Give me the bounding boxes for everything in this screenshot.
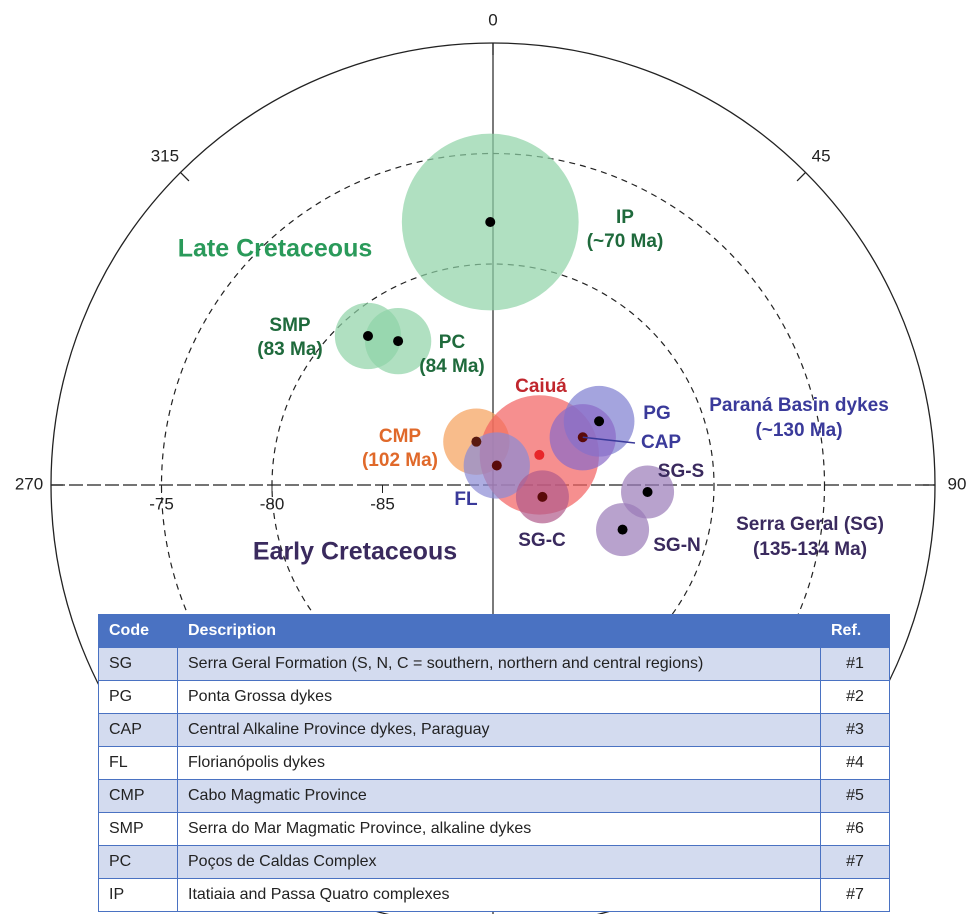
theta-tick-label: 0 bbox=[488, 10, 497, 29]
header-cell: Ref. bbox=[820, 614, 890, 648]
pole-age: (~70 Ma) bbox=[587, 231, 664, 252]
pole-point bbox=[393, 336, 404, 347]
table-cell: SG bbox=[98, 647, 178, 681]
r-tick-label: -75 bbox=[149, 494, 174, 513]
pole-age: (102 Ma) bbox=[362, 450, 438, 471]
legend-table: Code Description Ref. SG Serra Geral Formati… bbox=[98, 614, 890, 912]
header-cell: Code bbox=[98, 614, 178, 648]
pole-point bbox=[485, 217, 496, 228]
table-cell: #1 bbox=[820, 647, 890, 681]
table-row: CMP Cabo Magmatic Province #5 bbox=[98, 779, 890, 813]
table-cell: PC bbox=[98, 845, 178, 879]
pole-label: SG-S bbox=[658, 461, 704, 482]
table-cell: CAP bbox=[98, 713, 178, 747]
pole-label: CAP bbox=[641, 432, 681, 453]
table-row: SMP Serra do Mar Magmatic Province, alkal… bbox=[98, 812, 890, 846]
theta-tick bbox=[179, 171, 190, 182]
table-row: PC Poços de Caldas Complex #7 bbox=[98, 845, 890, 879]
table-row: CAP Central Alkaline Province dykes, Para… bbox=[98, 713, 890, 747]
pole-label: IP bbox=[616, 207, 634, 228]
table-cell: #5 bbox=[820, 779, 890, 813]
pole-point bbox=[471, 436, 482, 447]
pole-label: PG bbox=[643, 403, 670, 424]
table-row: SG Serra Geral Formation (S, N, C = south… bbox=[98, 647, 890, 681]
pole-label: SMP bbox=[269, 315, 311, 336]
table-cell: Poços de Caldas Complex bbox=[177, 845, 821, 879]
annotation: (135-134 Ma) bbox=[753, 539, 867, 560]
pole-label: SG-C bbox=[518, 530, 566, 551]
pole-age: (83 Ma) bbox=[257, 339, 322, 360]
theta-tick-label: 270 bbox=[15, 474, 43, 493]
pole-point bbox=[491, 460, 502, 471]
annotation: Paraná Basin dykes bbox=[709, 395, 889, 416]
table-cell: SMP bbox=[98, 812, 178, 846]
table-row: FL Florianópolis dykes #4 bbox=[98, 746, 890, 780]
table-row: IP Itatiaia and Passa Quatro complexes #7 bbox=[98, 878, 890, 912]
annotation: Serra Geral (SG) bbox=[736, 514, 884, 535]
table-cell: Serra Geral Formation (S, N, C = souther… bbox=[177, 647, 821, 681]
table-cell: Serra do Mar Magmatic Province, alkaline… bbox=[177, 812, 821, 846]
theta-tick-label: 315 bbox=[151, 146, 179, 165]
pole-age: (84 Ma) bbox=[419, 356, 484, 377]
annotation: Late Cretaceous bbox=[178, 235, 373, 263]
pole-label: FL bbox=[454, 489, 478, 510]
pole-label: Caiuá bbox=[515, 376, 567, 397]
theta-tick bbox=[796, 171, 807, 182]
table-cell: #7 bbox=[820, 845, 890, 879]
header-cell: Description bbox=[177, 614, 821, 648]
table-cell: IP bbox=[98, 878, 178, 912]
table-cell: PG bbox=[98, 680, 178, 714]
theta-tick-label: 45 bbox=[812, 146, 831, 165]
r-tick-label: -85 bbox=[370, 494, 395, 513]
pole-point bbox=[362, 331, 373, 342]
table-cell: Florianópolis dykes bbox=[177, 746, 821, 780]
table-cell: FL bbox=[98, 746, 178, 780]
pole-point bbox=[617, 524, 628, 535]
annotation: Early Cretaceous bbox=[253, 538, 457, 566]
pole-label: PC bbox=[439, 332, 466, 353]
table-cell: #4 bbox=[820, 746, 890, 780]
table-cell: #6 bbox=[820, 812, 890, 846]
table-cell: #2 bbox=[820, 680, 890, 714]
table-cell: Itatiaia and Passa Quatro complexes bbox=[177, 878, 821, 912]
pole-point bbox=[594, 416, 605, 427]
theta-tick-label: 90 bbox=[948, 474, 967, 493]
table-cell: Central Alkaline Province dykes, Paragua… bbox=[177, 713, 821, 747]
table-cell: #7 bbox=[820, 878, 890, 912]
pole-point bbox=[642, 487, 653, 498]
table-cell: Cabo Magmatic Province bbox=[177, 779, 821, 813]
pole-label: SG-N bbox=[653, 535, 701, 556]
leader-line bbox=[582, 436, 636, 444]
annotation: (~130 Ma) bbox=[755, 420, 842, 441]
pole-point bbox=[537, 491, 548, 502]
pole-label: CMP bbox=[379, 426, 422, 447]
table-header: Code Description Ref. bbox=[98, 614, 890, 648]
table-cell: #3 bbox=[820, 713, 890, 747]
r-tick-label: -80 bbox=[260, 494, 285, 513]
table-row: PG Ponta Grossa dykes #2 bbox=[98, 680, 890, 714]
table-cell: Ponta Grossa dykes bbox=[177, 680, 821, 714]
pole-point bbox=[534, 449, 545, 460]
table-cell: CMP bbox=[98, 779, 178, 813]
